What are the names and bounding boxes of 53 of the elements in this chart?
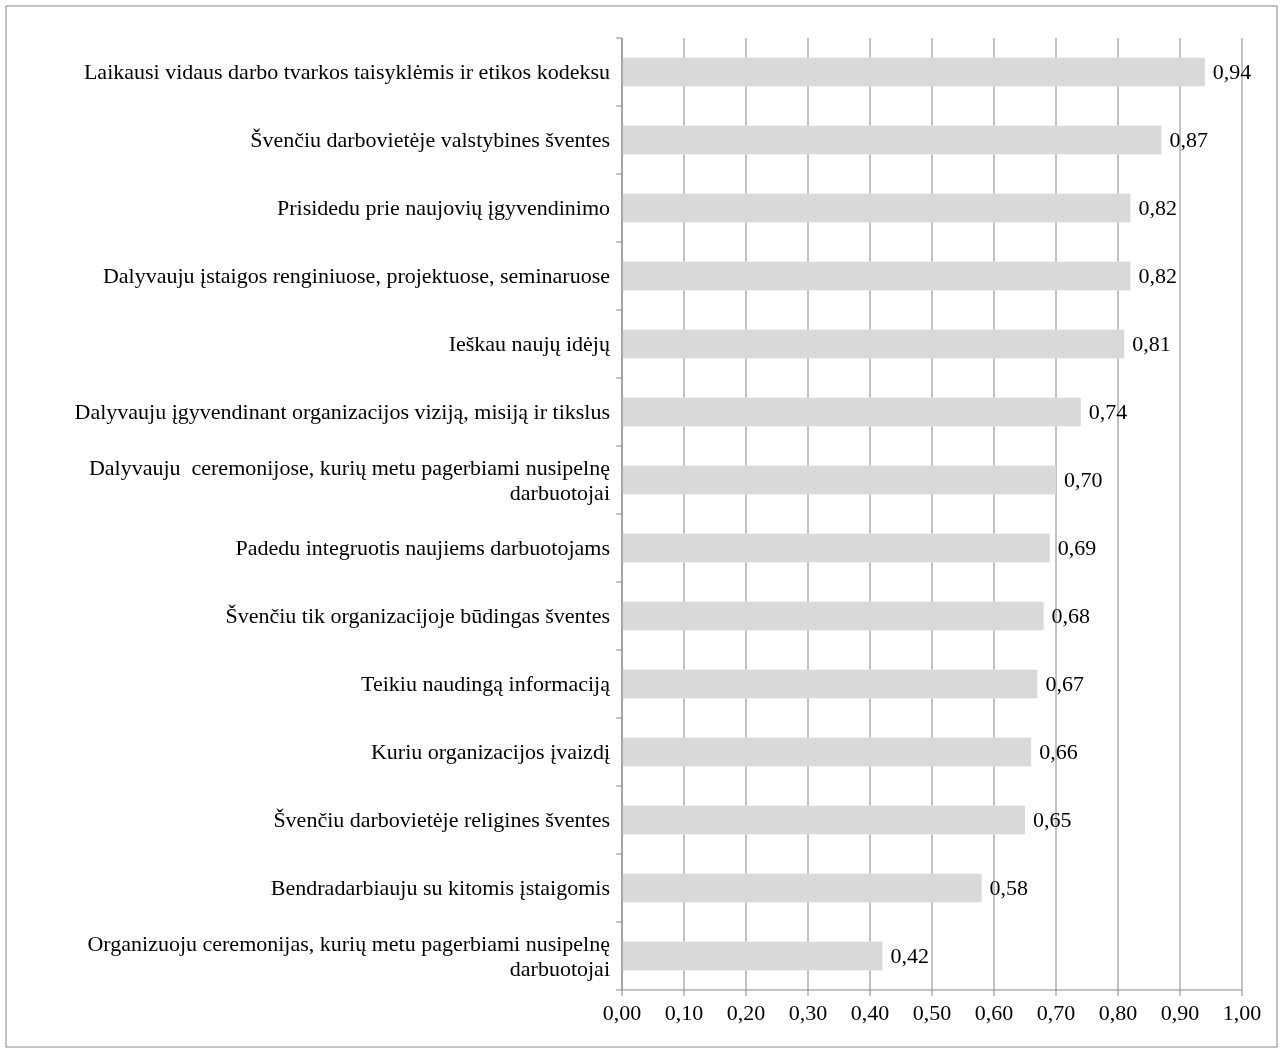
- x-tick-label: 1,00: [1222, 1000, 1262, 1025]
- data-label: 0,74: [1088, 399, 1128, 424]
- y-tick-label: Bendradarbiauju su kitomis įstaigomis: [270, 875, 610, 900]
- x-tick-label: 0,20: [726, 1000, 766, 1025]
- data-label: 0,65: [1033, 807, 1072, 832]
- data-label: 0,82: [1138, 195, 1177, 220]
- data-label: 0,94: [1212, 59, 1252, 84]
- data-label: 0,42: [890, 943, 929, 968]
- bar: [622, 329, 1125, 359]
- y-tick-label: Dalyvauju įgyvendinant organizacijos viziją, misiją ir tikslus: [74, 399, 610, 424]
- y-tick-label: Teikiu naudingą informaciją: [361, 671, 611, 696]
- data-label: 0,82: [1138, 263, 1177, 288]
- x-tick-label: 0,70: [1036, 1000, 1076, 1025]
- y-tick-label: Dalyvauju įstaigos renginiuose, projektuose, seminaruose: [102, 263, 610, 288]
- bar: [622, 941, 883, 971]
- x-tick-label: 0,50: [912, 1000, 952, 1025]
- y-tick-label: Organizuoju ceremonijas, kurių metu pagerbiami nusipelnę darbuotojai: [87, 930, 610, 981]
- y-tick-label: Padedu integruotis naujiems darbuotojams: [235, 535, 610, 560]
- data-label: 0,58: [989, 875, 1029, 900]
- bar: [622, 669, 1038, 699]
- x-tick-label: 0,80: [1098, 1000, 1138, 1025]
- bar: [622, 601, 1044, 631]
- bar: [622, 737, 1032, 767]
- data-label: 0,69: [1057, 535, 1097, 560]
- bar: [622, 397, 1081, 427]
- bar: [622, 57, 1205, 87]
- bar: [622, 193, 1131, 223]
- x-tick-label: 0,90: [1160, 1000, 1200, 1025]
- bar: [622, 805, 1025, 835]
- x-tick-label: 0,00: [602, 1000, 642, 1025]
- data-label: 0,87: [1169, 127, 1208, 152]
- data-label: 0,67: [1045, 671, 1084, 696]
- x-tick-label: 0,60: [974, 1000, 1014, 1025]
- y-tick-label: Prisidedu prie naujovių įgyvendinimo: [276, 195, 610, 220]
- y-tick-label: Kuriu organizacijos įvaizdį: [370, 739, 610, 764]
- y-tick-label: Dalyvauju ceremonijose, kurių metu pagerbiami nusipelnę darbuotojai: [88, 454, 610, 505]
- x-tick-label: 0,40: [850, 1000, 890, 1025]
- data-label: 0,81: [1132, 331, 1171, 356]
- y-tick-label: Švenčiu darbovietėje religines šventes: [273, 807, 610, 832]
- y-tick-label: Ieškau naujų idėjų: [448, 331, 611, 356]
- bar: [622, 261, 1131, 291]
- x-tick-label: 0,30: [788, 1000, 828, 1025]
- y-tick-label: Švenčiu tik organizacijoje būdingas šventes: [225, 603, 610, 628]
- bar: [622, 873, 982, 903]
- data-label: 0,70: [1064, 467, 1103, 492]
- data-label: 0,66: [1039, 739, 1078, 764]
- y-tick-label: Švenčiu darbovietėje valstybines šventes: [250, 127, 610, 152]
- bar: [622, 533, 1050, 563]
- y-tick-label: Laikausi vidaus darbo tvarkos taisyklėmis ir etikos kodeksu: [83, 59, 610, 84]
- bar: [622, 125, 1162, 155]
- x-tick-label: 0,10: [664, 1000, 704, 1025]
- bar: [622, 465, 1056, 495]
- data-label: 0,68: [1051, 603, 1091, 628]
